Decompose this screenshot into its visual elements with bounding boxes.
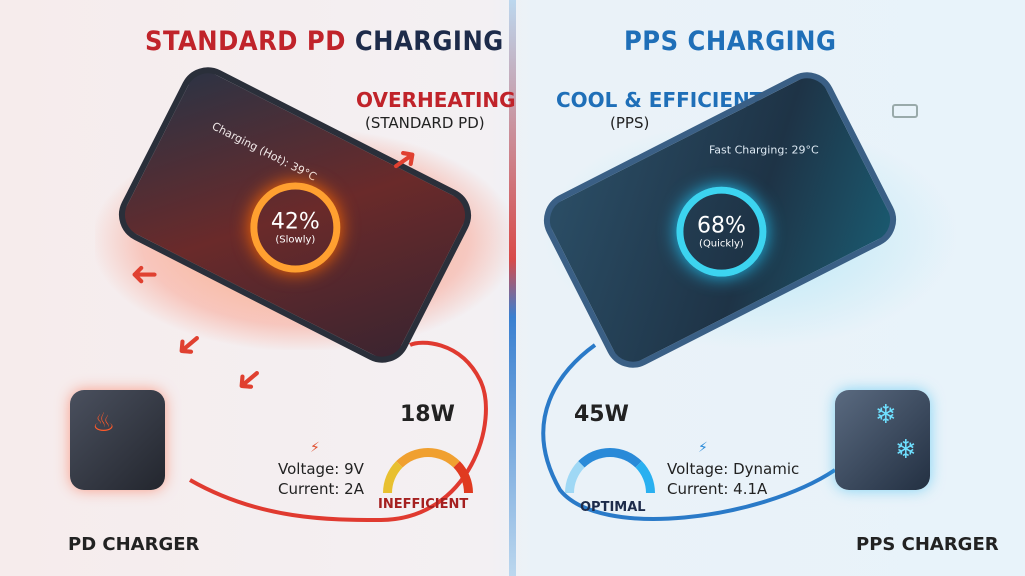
pps-charger-label: PPS CHARGER [856,534,999,555]
title-charging: CHARGING [354,26,504,57]
left-voltage: Voltage: 9V [278,460,364,478]
right-voltage: Voltage: Dynamic [667,460,800,478]
overheating-label: OVERHEATING [356,88,516,112]
right-percent: 68% [696,213,746,239]
pps-charger: ❄ ❄ [835,390,930,490]
battery-icon [892,104,918,118]
snowflake-icon: ❄ [895,435,917,465]
pps-cable [541,343,837,521]
right-title: PPS CHARGING [624,26,837,57]
lightning-icon: ⚡ [310,440,320,456]
lightning-icon: ⚡ [698,440,708,456]
left-current: Current: 2A [278,480,364,498]
right-power: 45W [574,402,629,427]
snowflake-icon: ❄ [875,400,897,430]
cool-efficient-sub: (PPS) [610,114,649,132]
heat-waves-icon: ♨ [92,408,116,438]
left-title: STANDARD PD CHARGING [145,26,504,57]
overheating-sub: (STANDARD PD) [365,114,485,132]
title-standard-pd: STANDARD PD [145,26,346,57]
pd-charger-label: PD CHARGER [68,534,200,555]
right-speed: (Quickly) [699,238,744,250]
right-current: Current: 4.1A [667,480,768,498]
left-power: 18W [400,402,455,427]
optimal-label: OPTIMAL [580,500,646,515]
right-screen-status: Fast Charging: 29°C [708,143,819,157]
pd-charger: ♨ [70,390,165,490]
right-battery-ring: 68% (Quickly) [676,186,767,277]
inefficient-label: INEFFICIENT [378,497,469,512]
